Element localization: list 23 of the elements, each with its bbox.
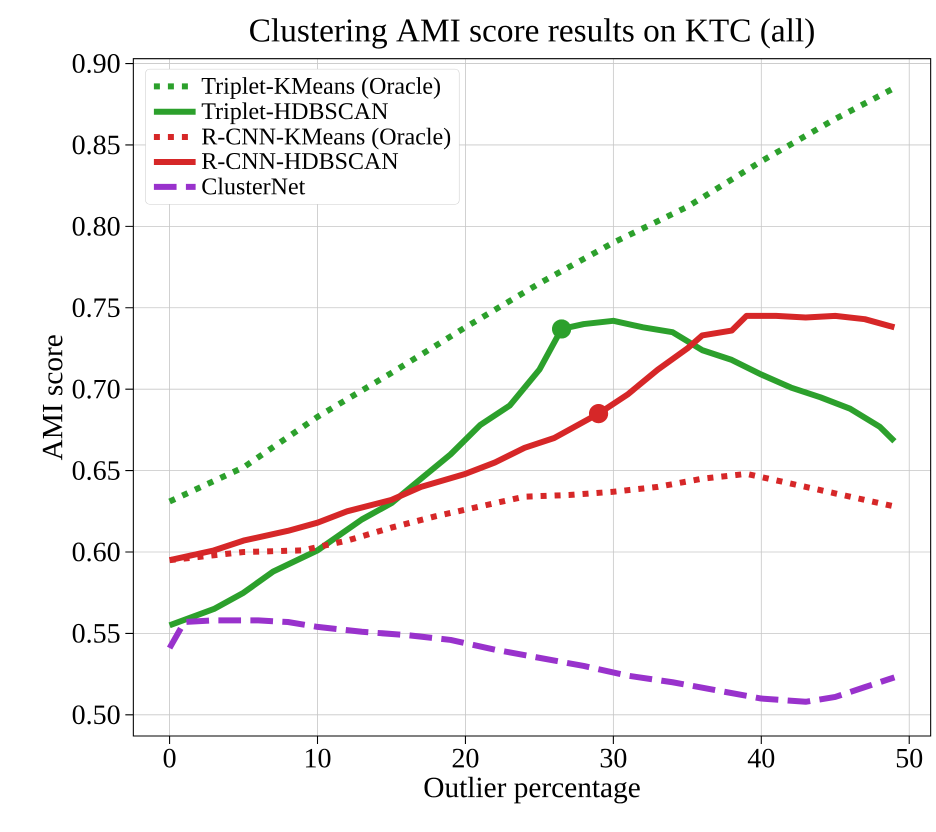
x-tick-label: 0	[164, 748, 176, 768]
x-tick-label: 20	[452, 748, 478, 768]
y-tick-label: 0.55	[72, 624, 120, 643]
legend-label: R-CNN-HDBSCAN	[202, 153, 398, 170]
legend-label: R-CNN-KMeans (Oracle)	[202, 128, 450, 150]
legend-label: Triplet-KMeans (Oracle)	[202, 77, 440, 99]
x-tick-label: 30	[600, 748, 626, 768]
legend-label: Triplet-HDBSCAN	[202, 102, 388, 124]
legend-label: ClusterNet	[202, 178, 306, 194]
y-tick-label: 0.65	[72, 461, 120, 480]
y-tick-label: 0.50	[72, 705, 120, 724]
y-tick-label: 0.70	[72, 380, 120, 399]
y-axis-title: AMI score	[42, 335, 62, 460]
x-tick-label: 40	[748, 748, 774, 768]
y-tick-label: 0.75	[72, 298, 120, 318]
y-tick-label: 0.80	[72, 216, 120, 236]
y-tick-label: 0.90	[72, 54, 120, 74]
x-axis-title: Outlier percentage	[424, 776, 640, 804]
y-tick-label: 0.60	[72, 542, 120, 562]
x-tick-label: 10	[306, 748, 330, 768]
chart-title: Clustering AMI score results on KTC (all)	[250, 18, 814, 49]
y-tick-label: 0.85	[72, 135, 120, 154]
x-tick-label: 50	[896, 748, 922, 768]
